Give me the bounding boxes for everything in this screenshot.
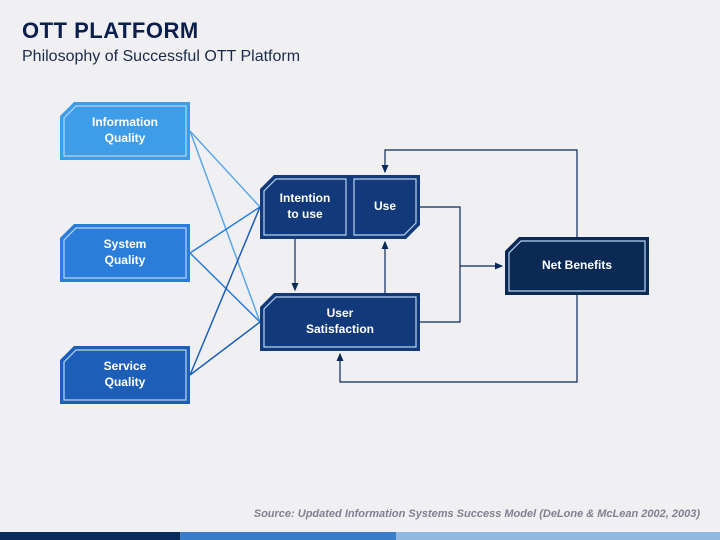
connector-system_quality-user_sat — [190, 253, 260, 322]
node-user_sat — [260, 293, 420, 351]
connector-info_quality-user_sat — [190, 131, 260, 322]
connector-info_quality-intention — [190, 131, 260, 207]
node-system_quality — [60, 224, 190, 282]
source-citation: Source: Updated Information Systems Succ… — [254, 508, 700, 520]
bottom-accent-bar — [0, 532, 720, 540]
node-net_benefits — [505, 237, 649, 295]
node-intention — [260, 175, 350, 239]
node-service_quality — [60, 346, 190, 404]
diagram-svg — [0, 0, 720, 540]
node-info_quality — [60, 102, 190, 160]
connector-system_quality-intention — [190, 207, 260, 253]
connector-service_quality-intention — [190, 207, 260, 375]
